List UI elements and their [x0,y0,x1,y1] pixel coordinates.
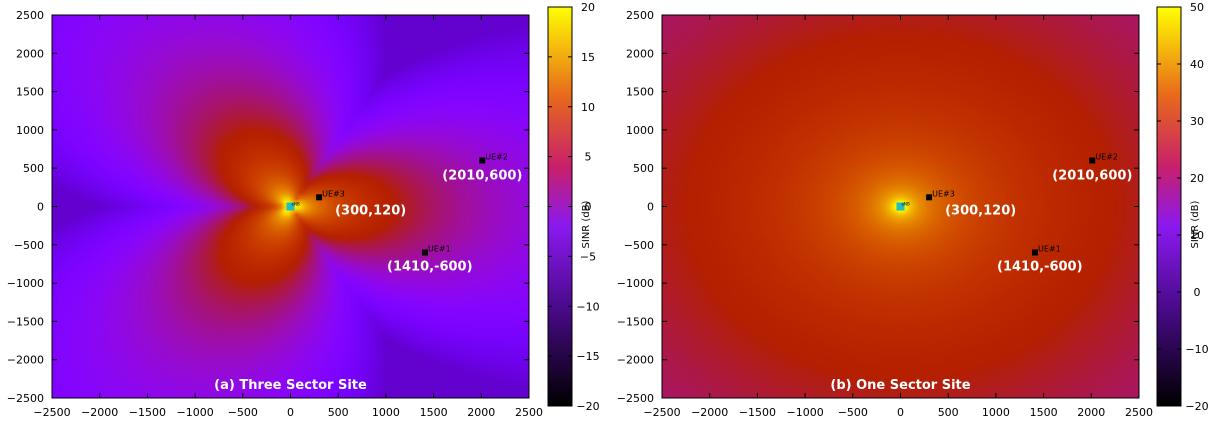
y-tick-label: −500 [624,239,654,252]
ue-label: UE#2 [485,153,508,162]
x-tick-label: −2500 [33,406,70,419]
colorbar-tick-label: 20 [581,1,595,14]
site-label: eNB [292,202,300,207]
colorbar-label: SINR (dB) [581,200,592,248]
x-tick-label: 0 [897,406,904,419]
y-tick-label: 1000 [16,124,44,137]
ue-label: UE#1 [428,244,451,253]
colorbar-tick-label: 20 [1190,172,1204,185]
y-tick-label: −1500 [7,315,44,328]
x-tick-label: 500 [938,406,959,419]
y-tick-label: −1000 [7,277,44,290]
colorbar [1156,6,1182,407]
x-tick-label: 0 [287,406,294,419]
y-tick-label: −1000 [617,277,654,290]
y-tick-label: 0 [37,201,44,214]
x-tick-label: 2000 [467,406,495,419]
y-tick-label: 1500 [16,86,44,99]
site-marker [286,202,295,211]
ue-coordinate-label: (300,120) [335,203,406,218]
colorbar-tick-label: 5 [585,151,592,164]
y-tick-label: 1500 [626,86,654,99]
y-tick-label: 1000 [626,124,654,137]
colorbar-tick-label: 0 [585,201,592,214]
y-tick-label: 2500 [626,9,654,22]
y-tick-label: −1500 [617,315,654,328]
ue-marker [926,194,933,201]
colorbar-tick-label: −5 [580,250,596,263]
ue-coordinate-label: (1410,-600) [387,259,473,274]
ue-coordinate-label: (2010,600) [442,169,522,184]
x-tick-label: −1500 [739,406,776,419]
ue-coordinate-label: (1410,-600) [997,259,1083,274]
ue-marker [479,157,486,164]
y-tick-label: 2000 [16,47,44,60]
x-tick-label: 1000 [982,406,1010,419]
x-tick-label: −1500 [129,406,166,419]
x-tick-label: 500 [328,406,349,419]
ue-marker [422,249,429,256]
x-tick-label: 2500 [515,406,543,419]
y-tick-label: −2500 [7,392,44,405]
x-tick-label: −2000 [691,406,728,419]
colorbar-tick-label: −10 [1185,343,1208,356]
x-tick-label: 2000 [1077,406,1105,419]
panel-title: (b) One Sector Site [830,378,970,393]
x-tick-label: 2500 [1125,406,1153,419]
y-tick-label: 2500 [16,9,44,22]
colorbar-tick-label: 30 [1190,115,1204,128]
colorbar-tick-label: −20 [576,400,599,413]
colorbar-tick-label: 10 [1190,229,1204,242]
x-tick-label: 1000 [372,406,400,419]
ue-marker [1032,249,1039,256]
site-marker [896,202,905,211]
colorbar-tick-label: −20 [1185,400,1208,413]
x-tick-label: −500 [228,406,258,419]
y-tick-label: 500 [633,162,654,175]
colorbar-tick-label: −15 [576,350,599,363]
y-tick-label: 0 [647,201,654,214]
colorbar-tick-label: 40 [1190,58,1204,71]
y-tick-label: −500 [14,239,44,252]
x-tick-label: 1500 [420,406,448,419]
colorbar-label: SINR (dB) [1190,200,1201,248]
colorbar-tick-label: 10 [581,101,595,114]
colorbar-tick-label: 0 [1194,286,1201,299]
ue-coordinate-label: (300,120) [945,203,1016,218]
x-tick-label: −1000 [786,406,823,419]
x-tick-label: −2000 [81,406,118,419]
panel-three-sector: −2500 −2000 −1500 −1000 −500 0 500 1000 1500 2000… [7,1,600,419]
panel-title: (a) Three Sector Site [214,378,367,393]
ue-label: UE#3 [322,189,345,198]
x-tick-label: 1500 [1030,406,1058,419]
colorbar-tick-label: 50 [1190,1,1204,14]
y-tick-label: −2500 [617,392,654,405]
x-tick-label: −500 [838,406,868,419]
ue-label: UE#1 [1038,244,1061,253]
ue-marker [1089,157,1096,164]
y-tick-label: 500 [23,162,44,175]
site-label: eNB [902,202,910,207]
colorbar-tick-label: −10 [576,300,599,313]
ue-label: UE#3 [932,189,955,198]
x-tick-label: −1000 [176,406,213,419]
y-tick-label: −2000 [617,354,654,367]
y-tick-label: −2000 [7,354,44,367]
ue-marker [316,194,323,201]
colorbar-tick-label: 15 [581,51,595,64]
y-tick-label: 2000 [626,47,654,60]
x-tick-label: −2500 [643,406,680,419]
ue-coordinate-label: (2010,600) [1052,169,1132,184]
panel-one-sector: −2500 −2000 −1500 −1000 −500 0 500 1000 1500 2000… [617,1,1209,419]
ue-label: UE#2 [1095,153,1118,162]
